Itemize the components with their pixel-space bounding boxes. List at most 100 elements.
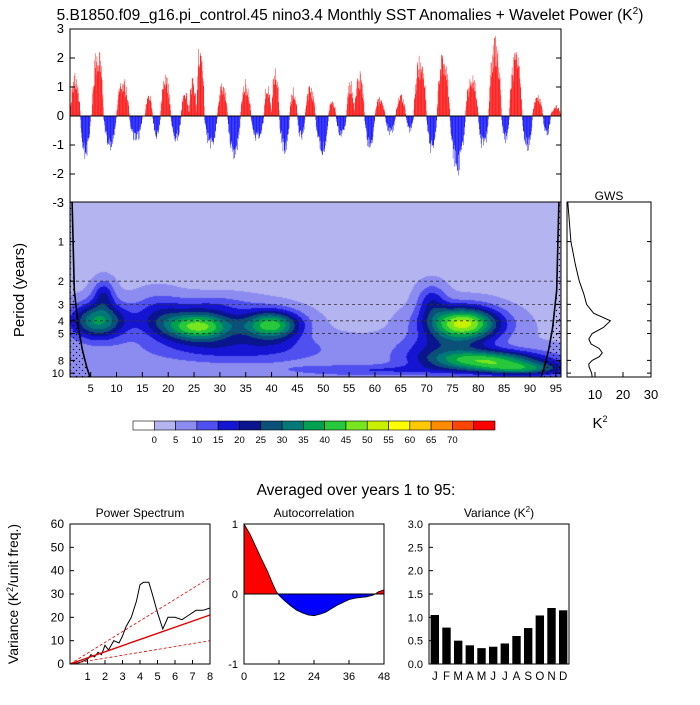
wavelet-y-tick-label: 10 xyxy=(52,368,64,380)
wavelet-ylabel: Period (years) xyxy=(11,243,28,337)
colorbar-label: 50 xyxy=(362,435,373,446)
wavelet-x-tick-label: 25 xyxy=(188,383,200,395)
power-spectrum-title: Power Spectrum xyxy=(96,506,185,520)
wavelet-x-tick-label: 5 xyxy=(88,383,94,395)
autocorr-x-tick-label: 0 xyxy=(241,671,247,683)
sst-y-tick-label: -1 xyxy=(52,137,64,152)
power-spectrum-x-tick-label: 2 xyxy=(102,671,108,683)
power-spectrum-y-tick-label: 0 xyxy=(57,657,64,671)
sst-y-tick-label: 0 xyxy=(57,108,64,123)
wavelet-x-tick-label: 80 xyxy=(472,383,484,395)
wavelet-x-tick-label: 70 xyxy=(420,383,432,395)
wavelet-y-tick-label: 3 xyxy=(58,299,64,311)
power-spectrum-y-tick-label: 40 xyxy=(51,564,65,578)
power-spectrum-x-tick-label: 6 xyxy=(172,671,178,683)
power-spectrum-ylabel: Variance (K2/unit freq.) xyxy=(5,524,21,664)
colorbar-swatch xyxy=(410,421,431,430)
variance-x-tick-label: N xyxy=(547,671,555,683)
colorbar-label: 25 xyxy=(255,435,266,446)
wavelet-x-tick-label: 50 xyxy=(317,383,329,395)
variance-x-tick-label: A xyxy=(513,671,521,683)
colorbar-swatch xyxy=(325,421,346,430)
variance-bar xyxy=(431,615,439,664)
power-spectrum-black xyxy=(70,582,210,664)
power-spectrum-y-tick-label: 30 xyxy=(51,587,65,601)
autocorrelation-area xyxy=(244,524,384,616)
wavelet-x-tick-label: 60 xyxy=(369,383,381,395)
colorbar-swatch xyxy=(154,421,175,430)
wavelet-x-tick-label: 30 xyxy=(214,383,226,395)
gws-frame xyxy=(567,202,651,377)
wavelet-x-tick-label: 45 xyxy=(291,383,303,395)
wavelet-x-tick-label: 90 xyxy=(524,383,536,395)
variance-x-tick-label: M xyxy=(453,671,463,683)
power-spectrum-y-tick-label: 10 xyxy=(51,634,65,648)
sst-y-tick-label: 1 xyxy=(57,79,64,94)
autocorr-y-tick-label: -1 xyxy=(228,659,238,671)
power-spectrum-frame xyxy=(70,524,210,664)
colorbar-label: 35 xyxy=(298,435,309,446)
sst-anomaly-bars xyxy=(70,36,561,175)
autocorr-y-tick-label: 1 xyxy=(232,519,238,531)
colorbar-label: 70 xyxy=(447,435,458,446)
wavelet-y-tick-label: 8 xyxy=(58,355,64,367)
figure-title: 5.B1850.f09_g16.pi_control.45 nino3.4 Mo… xyxy=(57,6,644,24)
colorbar-swatch xyxy=(389,421,410,430)
colorbar-label: 40 xyxy=(319,435,330,446)
colorbar-label: 20 xyxy=(234,435,245,446)
variance-x-tick-label: J xyxy=(490,671,496,683)
colorbar-label: 15 xyxy=(213,435,224,446)
wavelet-x-tick-label: 95 xyxy=(550,383,562,395)
variance-x-tick-label: M xyxy=(477,671,487,683)
colorbar-label: 45 xyxy=(341,435,352,446)
power-spectrum-x-tick-label: 8 xyxy=(207,671,213,683)
variance-bar xyxy=(466,645,474,664)
colorbar-swatch xyxy=(452,421,473,430)
colorbar-label: 60 xyxy=(405,435,416,446)
variance-bar xyxy=(501,643,509,664)
colorbar-label: 10 xyxy=(192,435,203,446)
variance-y-tick-label: 2.5 xyxy=(408,542,423,554)
autocorr-x-tick-label: 48 xyxy=(378,671,390,683)
colorbar-label: 0 xyxy=(152,435,157,446)
variance-bar xyxy=(524,628,532,664)
colorbar-swatch xyxy=(261,421,282,430)
variance-x-tick-label: A xyxy=(466,671,474,683)
power-spectrum-x-tick-label: 4 xyxy=(137,671,143,683)
autocorr-y-tick-label: 0 xyxy=(232,589,238,601)
colorbar-swatch xyxy=(176,421,197,430)
colorbar-swatch xyxy=(282,421,303,430)
colorbar-swatch xyxy=(218,421,239,430)
power-spectrum-y-tick-label: 60 xyxy=(51,517,65,531)
wavelet-x-tick-label: 55 xyxy=(343,383,355,395)
variance-x-tick-label: O xyxy=(535,671,544,683)
variance-bar xyxy=(477,648,485,664)
variance-y-tick-label: 2.0 xyxy=(408,566,423,578)
power-spectrum-red-dashed xyxy=(70,578,210,664)
variance-y-tick-label: 1.0 xyxy=(408,612,423,624)
variance-x-tick-label: F xyxy=(443,671,450,683)
gws-x-tick-label: 30 xyxy=(644,387,658,402)
colorbar-swatch xyxy=(133,421,154,430)
gws-x-tick-label: 20 xyxy=(616,387,630,402)
colorbar-label: 55 xyxy=(383,435,394,446)
colorbar-label: 5 xyxy=(173,435,178,446)
sst-y-tick-label: -3 xyxy=(52,195,64,210)
colorbar-label: 30 xyxy=(277,435,288,446)
gws-xlabel: K2 xyxy=(592,414,607,432)
colorbar-swatch xyxy=(431,421,452,430)
colorbar-swatch xyxy=(367,421,388,430)
power-spectrum-x-tick-label: 7 xyxy=(189,671,195,683)
variance-bars xyxy=(431,608,568,664)
power-spectrum-x-tick-label: 1 xyxy=(84,671,90,683)
variance-bar xyxy=(547,608,555,664)
variance-y-tick-label: 0.5 xyxy=(408,636,423,648)
wavelet-x-tick-label: 15 xyxy=(136,383,148,395)
variance-y-tick-label: 0.0 xyxy=(408,659,423,671)
colorbar-swatch xyxy=(303,421,324,430)
